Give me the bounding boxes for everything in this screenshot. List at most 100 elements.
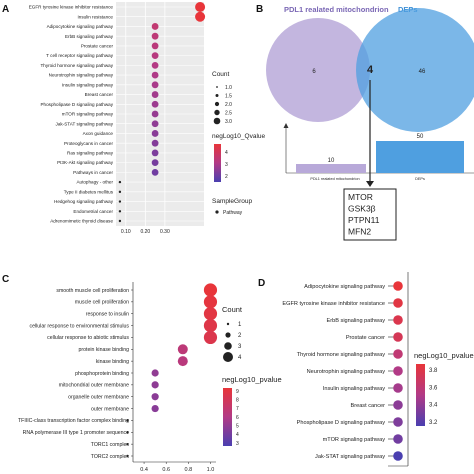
data-point <box>203 318 218 333</box>
count-legend-dot <box>226 322 230 326</box>
panel-c-category-labels: smooth muscle cell proliferation muscle c… <box>18 288 133 460</box>
data-point <box>393 383 403 393</box>
category-label: Autophagy - other <box>76 180 113 185</box>
color-legend-tick: 3.8 <box>429 368 438 374</box>
category-label: muscle cell proliferation <box>75 300 129 306</box>
panel-a-letter: A <box>2 4 9 15</box>
category-label: EGFR tyrosine kinase inhibitor resistanc… <box>282 301 385 307</box>
data-point <box>393 366 403 376</box>
data-point <box>393 315 403 325</box>
count-legend-dot <box>224 342 232 350</box>
data-point <box>126 431 129 434</box>
data-point <box>151 381 159 389</box>
color-legend-tick: 4 <box>236 432 239 438</box>
color-legend-tick: 3.4 <box>429 403 438 409</box>
data-point <box>118 190 122 194</box>
panel-a-grid <box>116 2 204 226</box>
x-tick-label: 0.20 <box>140 229 150 235</box>
data-point <box>151 404 159 413</box>
category-label: organelle outer membrane <box>68 395 129 401</box>
category-label: Endometrial cancer <box>73 209 113 214</box>
panel-a: A EGFR tyrosine kinase inhibitor resista… <box>2 2 266 235</box>
gene-name: GSK3β <box>348 204 376 214</box>
category-label: cellular response to environmental stimu… <box>30 323 130 329</box>
gene-name: MFN2 <box>348 227 371 237</box>
data-point <box>151 52 159 60</box>
panel-a-category-labels: EGFR tyrosine kinase inhibitor resistanc… <box>29 5 114 224</box>
data-point <box>151 130 159 137</box>
category-label: Type II diabetes mellitus <box>64 189 114 194</box>
data-point <box>126 419 129 422</box>
color-legend-title: negLog10_Qvalue <box>212 133 266 140</box>
panel-a-color-legend: negLog10_Qvalue 4 3 2 <box>212 133 266 182</box>
color-legend-tick: 4 <box>225 150 228 156</box>
data-point <box>151 71 159 79</box>
venn-left-only-count: 6 <box>312 69 316 75</box>
data-point <box>126 454 129 458</box>
category-label: Axon guidance <box>83 131 114 136</box>
category-label: Insulin signaling pathway <box>323 386 385 392</box>
count-legend-label: 3.0 <box>225 119 232 125</box>
group-legend-title: SampleGroup <box>212 198 252 205</box>
category-label: Insulin resistance <box>78 14 114 19</box>
category-label: RNA polymerase III type 1 promoter seque… <box>23 430 130 436</box>
x-tick-label: 0.10 <box>121 229 131 235</box>
category-label: Breast cancer <box>85 92 114 97</box>
color-legend-bar <box>214 144 221 182</box>
category-label: Jak-STAT signaling pathway <box>315 454 385 460</box>
count-legend-label: 3 <box>238 344 242 350</box>
venn-overlap-count: 4 <box>367 64 374 76</box>
category-label: Thyroid hormone signaling pathway <box>40 63 113 68</box>
data-point <box>393 281 403 291</box>
category-label: response to insulin <box>86 312 129 318</box>
data-point <box>177 344 188 355</box>
category-label: Proteoglycans in cancer <box>64 141 113 146</box>
category-label: Insulin signaling pathway <box>62 82 114 87</box>
category-label: Jak-STAT signaling pathway <box>56 121 114 126</box>
category-label: mitochondrial outer membrane <box>59 383 129 389</box>
bar-left-value: 10 <box>328 158 335 164</box>
data-point <box>118 200 122 203</box>
panel-a-count-legend: Count 1.0 1.5 2.0 2.5 3.0 <box>212 71 232 125</box>
color-legend-tick: 3 <box>225 162 228 168</box>
count-legend-label: 2.5 <box>225 110 232 116</box>
data-point <box>151 100 159 108</box>
data-point <box>118 180 122 184</box>
data-point <box>203 283 218 297</box>
data-point <box>118 219 122 223</box>
bar-right-value: 50 <box>417 134 424 140</box>
panel-b: B PDL1 realated mitochondrion DEPs 6 4 4… <box>256 4 474 241</box>
color-legend-title: negLog10_pvalue <box>222 375 282 384</box>
category-label: Pathways in cancer <box>73 170 113 175</box>
color-legend-tick: 2 <box>225 174 228 180</box>
data-point <box>151 139 159 147</box>
count-legend-dot <box>214 101 220 107</box>
panel-c-x-ticks: 0.4 0.6 0.8 1.0 <box>140 462 214 473</box>
panel-d-color-legend: negLog10_pvalue 3.8 3.6 3.4 3.2 <box>414 351 474 426</box>
data-point <box>393 417 403 427</box>
x-tick-label: 0.6 <box>162 467 170 473</box>
category-label: Phospholipase D signaling pathway <box>297 420 386 426</box>
data-point <box>151 149 159 157</box>
data-point <box>151 81 159 89</box>
venn-left-set-label: PDL1 realated mitochondrion <box>284 5 389 14</box>
data-point <box>393 332 403 342</box>
count-legend-dot <box>213 117 221 125</box>
color-legend-bar <box>223 388 232 446</box>
category-label: mTOR signaling pathway <box>323 437 386 443</box>
group-legend-dot <box>215 210 219 214</box>
data-point <box>393 451 403 461</box>
data-point <box>393 400 403 410</box>
data-point <box>195 11 206 22</box>
data-point <box>151 91 159 98</box>
panel-d-points <box>393 281 403 461</box>
venn-arrow-head <box>366 181 374 187</box>
category-label: T cell receptor signaling pathway <box>46 53 114 58</box>
venn-right-only-count: 46 <box>419 69 426 75</box>
category-label: PI3K-Akt signaling pathway <box>57 160 114 165</box>
color-legend-tick: 3.2 <box>429 420 438 426</box>
x-tick-label: 0.30 <box>160 229 170 235</box>
count-legend-label: 2 <box>238 333 242 339</box>
panel-c-color-legend: negLog10_pvalue 9 8 7 6 5 4 3 <box>222 375 282 447</box>
